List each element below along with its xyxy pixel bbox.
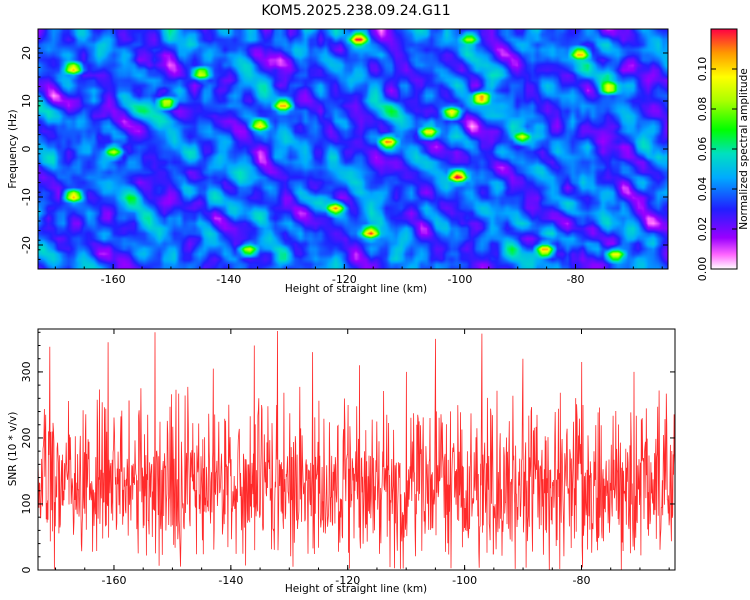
heatmap-x-tick-label-3: -100 [447,273,472,286]
snr-series-segment [310,352,403,569]
snr-y-tick-label-3: 300 [20,361,33,382]
heatmap-canvas [38,29,668,269]
snr-x-axis: -160 -140 -120 -100 -80 [55,329,670,587]
chart-title: KOM5.2025.238.09.24.G11 [261,3,450,19]
snr-x-tick-label-3: -100 [452,574,477,587]
heatmap-y-label: Frequency (Hz) [7,109,19,188]
snr-series-segment [219,330,312,567]
heatmap-y-tick-label-0: -20 [20,236,33,254]
snr-series-segment [584,371,676,571]
colorbar: 0.00 0.02 0.04 0.06 0.08 0.10 Normalized spec… [696,28,750,282]
snr-x-tick-label-0: -160 [101,574,126,587]
colorbar-tick-label-3: 0.06 [696,137,709,162]
colorbar-label: Normalized spectral amplitude [738,68,750,229]
heatmap-y-tick-label-2: 0 [20,146,33,153]
heatmap-x-axis: -160 -140 -120 -100 -80 [54,29,663,286]
heatmap-y-tick-label-3: 10 [20,94,33,108]
snr-y-axis: 0 100 200 300 [20,331,675,574]
heatmap-image [38,29,668,269]
snr-series-segment [401,333,494,569]
colorbar-tick-label-1: 0.02 [696,217,709,242]
colorbar-tick-label-2: 0.04 [696,177,709,202]
snr-y-label: SNR (10 * v/v) [7,412,19,487]
snr-y-tick-label-2: 200 [20,427,33,448]
colorbar-tick-label-4: 0.08 [696,97,709,122]
snr-y-tick-label-1: 100 [20,493,33,514]
snr-x-label: Height of straight line (km) [285,583,427,595]
heatmap-y-tick-label-4: 20 [20,46,33,60]
snr-x-tick-label-2: -120 [335,574,360,587]
heatmap-x-tick-label-2: -120 [332,273,357,286]
colorbar-tick-label-5: 0.10 [696,57,709,82]
heatmap-y-axis: -20 -10 0 10 20 [20,28,668,270]
colorbar-tick-label-0: 0.00 [696,257,709,282]
heatmap-x-tick-label-0: -160 [101,273,126,286]
colorbar-ticks: 0.00 0.02 0.04 0.06 0.08 0.10 [696,57,737,282]
snr-series [37,330,676,571]
heatmap-x-tick-label-1: -140 [216,273,241,286]
snr-panel: -160 -140 -120 -100 -80 0 100 200 300 Height of… [7,328,676,595]
snr-x-tick-label-1: -140 [218,574,243,587]
heatmap-y-tick-label-1: -10 [20,188,33,206]
heatmap-x-label: Height of straight line (km) [285,283,427,295]
snr-frame [37,328,676,571]
snr-series-segment [37,342,130,570]
snr-series-segment [128,332,221,567]
snr-series-segment [492,358,585,570]
heatmap-x-tick-label-4: -80 [567,273,585,286]
snr-y-tick-label-0: 0 [20,567,33,574]
snr-x-tick-label-4: -80 [573,574,591,587]
